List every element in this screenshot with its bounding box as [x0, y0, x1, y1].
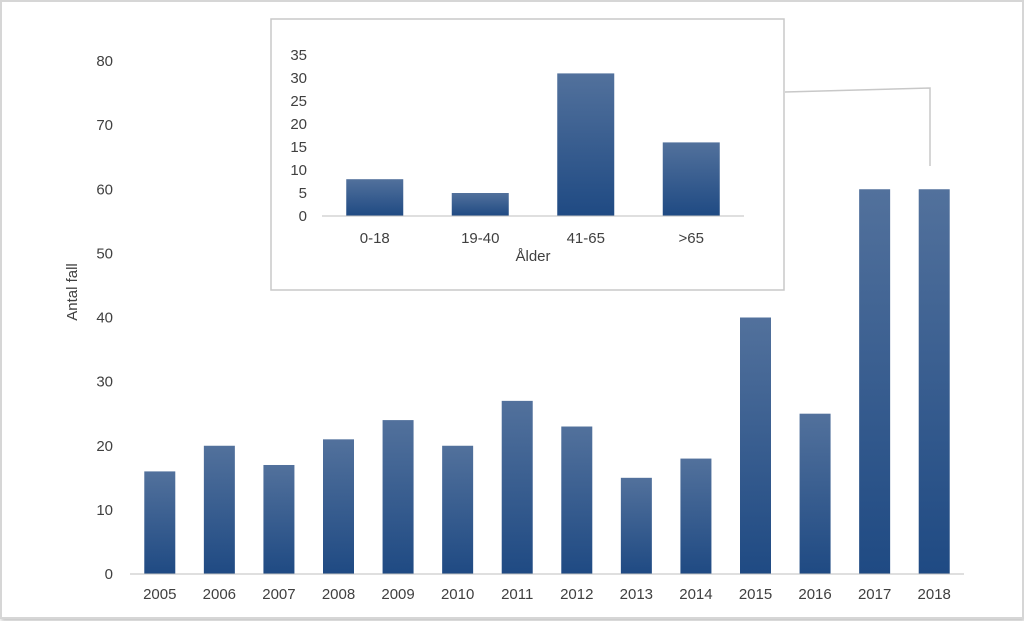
- main-bar-2017: [859, 189, 891, 574]
- main-bars: [144, 189, 950, 574]
- main-y-tick-label: 20: [96, 438, 113, 455]
- main-x-tick-label: 2014: [679, 586, 712, 603]
- main-bar-2011: [501, 400, 533, 574]
- inset-y-tick-label: 25: [290, 93, 307, 110]
- main-x-tick-label: 2018: [918, 586, 951, 603]
- inset-y-tick-label: 30: [290, 70, 307, 87]
- inset-y-axis-ticks: 0 5 10 15 20 25 30 35: [290, 47, 307, 225]
- inset-bar-19-40: [451, 193, 509, 216]
- main-x-tick-label: 2017: [858, 586, 891, 603]
- main-bar-2007: [263, 464, 295, 574]
- inset-y-tick-label: 15: [290, 139, 307, 156]
- main-bar-2009: [382, 420, 414, 574]
- main-bar-2014: [680, 458, 712, 574]
- main-y-tick-label: 60: [96, 181, 113, 198]
- main-x-tick-label: 2007: [262, 586, 295, 603]
- main-y-axis-title: Antal fall: [64, 263, 81, 321]
- inset-connector-line: [784, 87, 931, 166]
- main-bar-2010: [442, 445, 474, 574]
- inset-y-tick-label: 35: [290, 47, 307, 64]
- main-x-tick-label: 2009: [381, 586, 414, 603]
- main-y-axis-ticks: 0 10 20 30 40 50 60 70 80: [96, 53, 113, 583]
- inset-chart: 0 5 10 15 20 25 30 35 0-18 19-40 41-65 >65 Ålder: [270, 18, 785, 291]
- main-bar-2006: [203, 445, 235, 574]
- inset-x-tick-label: 41-65: [567, 230, 605, 247]
- main-y-tick-label: 70: [96, 117, 113, 134]
- inset-y-tick-label: 5: [299, 185, 307, 202]
- inset-bar-41-65: [557, 73, 615, 217]
- main-y-tick-label: 10: [96, 502, 113, 519]
- main-x-tick-label: 2005: [143, 586, 176, 603]
- main-x-tick-label: 2016: [798, 586, 831, 603]
- main-x-tick-label: 2013: [620, 586, 653, 603]
- main-y-tick-label: 50: [96, 245, 113, 262]
- main-bar-2018: [918, 189, 950, 574]
- inset-bar->65: [662, 142, 720, 216]
- inset-x-tick-label: 19-40: [461, 230, 499, 247]
- main-y-tick-label: 80: [96, 53, 113, 70]
- main-x-tick-label: 2008: [322, 586, 355, 603]
- inset-x-tick-label: >65: [679, 230, 704, 247]
- inset-bar-0-18: [346, 179, 404, 216]
- main-y-tick-label: 0: [105, 566, 113, 583]
- inset-x-axis-title: Ålder: [515, 248, 550, 265]
- inset-y-tick-label: 10: [290, 162, 307, 179]
- inset-bars: [346, 73, 720, 217]
- main-x-tick-label: 2010: [441, 586, 474, 603]
- main-x-tick-label: 2011: [501, 586, 533, 603]
- inset-x-axis-ticks: 0-18 19-40 41-65 >65: [360, 230, 704, 247]
- main-bar-2008: [323, 439, 354, 574]
- main-x-axis-ticks: 2005 2006 2007 2008 2009 2010 2011 2012 2013 2014…: [143, 586, 951, 603]
- inset-y-tick-label: 20: [290, 116, 307, 133]
- main-y-tick-label: 40: [96, 310, 113, 327]
- main-y-tick-label: 30: [96, 374, 113, 391]
- main-x-tick-label: 2006: [203, 586, 236, 603]
- main-bar-2013: [620, 477, 652, 574]
- main-bar-2016: [799, 413, 831, 574]
- inset-y-tick-label: 0: [299, 208, 307, 225]
- main-x-tick-label: 2012: [560, 586, 593, 603]
- main-bar-2012: [561, 426, 593, 574]
- main-bar-2005: [144, 471, 176, 574]
- main-bar-2015: [740, 317, 771, 574]
- main-x-tick-label: 2015: [739, 586, 772, 603]
- inset-x-tick-label: 0-18: [360, 230, 390, 247]
